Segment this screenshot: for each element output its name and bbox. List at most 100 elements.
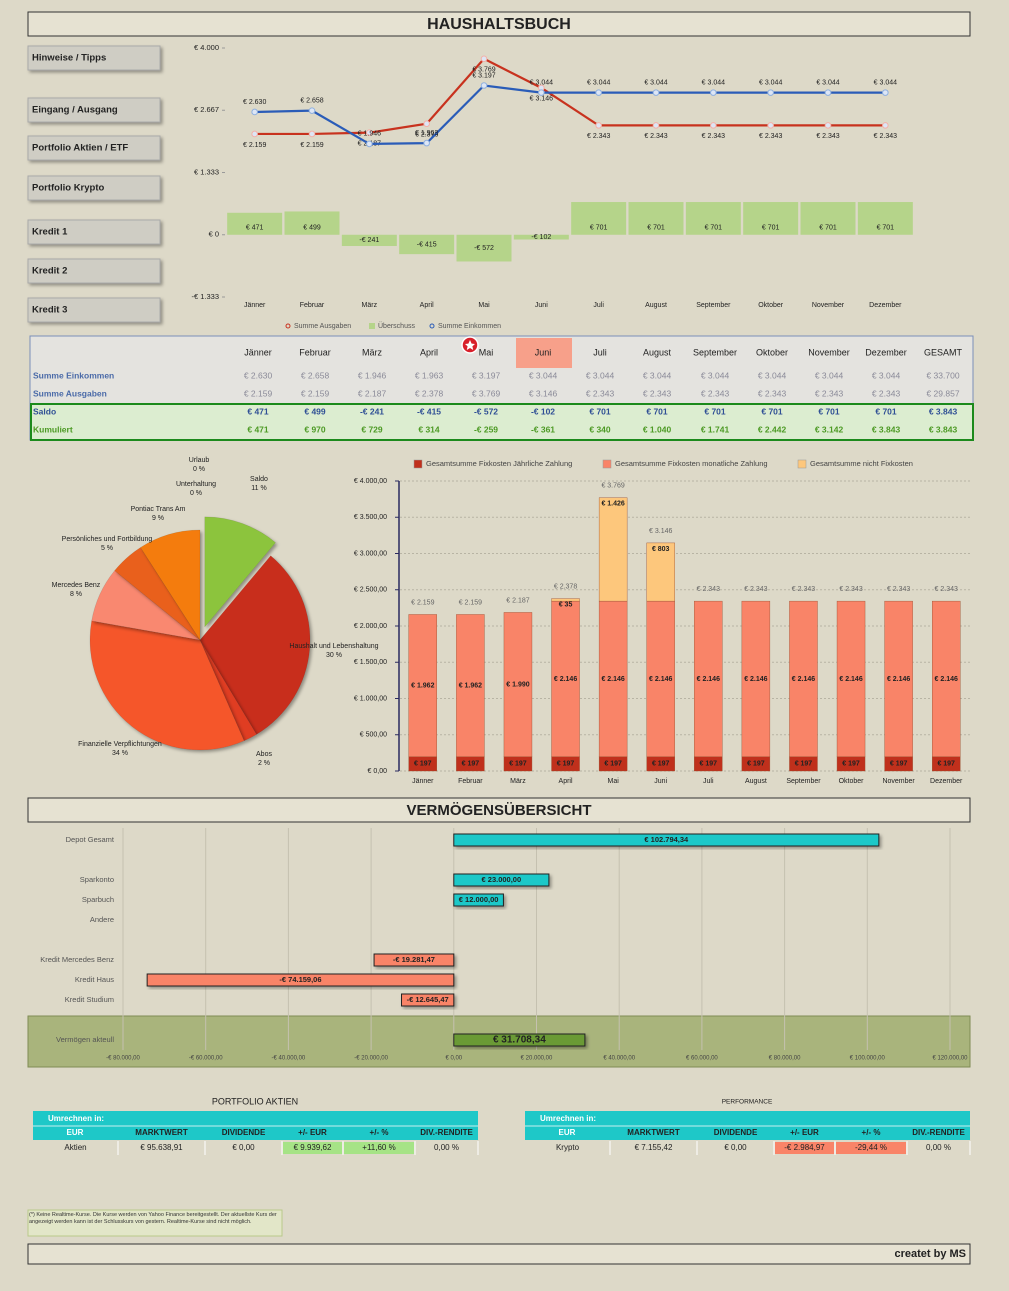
nav-button[interactable] <box>27 258 161 284</box>
row-label: Summe Ausgaben <box>33 388 107 398</box>
total-label: € 3.146 <box>649 528 672 535</box>
bar <box>341 234 397 247</box>
pie-value: 2 % <box>258 760 270 767</box>
table-cell: € 1.963 <box>415 370 444 380</box>
point <box>308 130 316 138</box>
category-label: Sparbuch <box>82 895 114 904</box>
column-header: MARKTWERT <box>135 1128 188 1137</box>
bar-segment <box>741 600 771 757</box>
column-header: Oktober <box>756 347 788 357</box>
column-header: Dezember <box>865 347 907 357</box>
legend-label: Summe Ausgaben <box>294 323 351 330</box>
highlight-cell <box>836 1142 906 1154</box>
bar <box>685 202 741 235</box>
table-cell: € 2.343 <box>815 388 844 398</box>
segment-label: € 197 <box>937 761 955 768</box>
total-label: € 2.343 <box>792 586 815 593</box>
nav-label[interactable]: Kredit 1 <box>32 227 68 238</box>
table-cell: -€ 361 <box>531 424 555 434</box>
pie-value: 30 % <box>326 652 342 659</box>
table-cell: € 3.146 <box>529 388 558 398</box>
column-header: MARKTWERT <box>627 1128 680 1137</box>
nav-label[interactable]: Kredit 2 <box>32 266 67 277</box>
nav-label[interactable]: Hinweise / Tipps <box>32 53 106 64</box>
bar-segment <box>646 542 675 602</box>
nav-button[interactable] <box>27 97 161 123</box>
table-head <box>33 1111 478 1140</box>
legend-label: Gesamtsumme Fixkosten Jährliche Zahlung <box>426 459 572 468</box>
column-header: +/- EUR <box>790 1128 819 1137</box>
bar-label: € 23.000,00 <box>482 875 522 884</box>
table-cell: +11,60 % <box>362 1143 395 1152</box>
legend-label: Überschuss <box>378 322 415 330</box>
bar-segment <box>551 600 580 757</box>
point-label: € 3.044 <box>587 79 610 86</box>
legend-label: Gesamtsumme nicht Fixkosten <box>810 459 913 468</box>
column-header: November <box>808 347 850 357</box>
nav-button[interactable] <box>27 297 161 323</box>
total-label: € 2.187 <box>506 597 529 604</box>
point-label: € 3.044 <box>702 79 725 86</box>
nav-button[interactable] <box>27 45 161 71</box>
nav-label[interactable]: Portfolio Krypto <box>32 183 104 194</box>
point <box>251 108 258 116</box>
bar <box>743 202 799 235</box>
bar-label: € 471 <box>246 225 264 232</box>
total-label: € 2.378 <box>554 583 577 590</box>
column-header: März <box>362 347 382 357</box>
segment-label: € 197 <box>462 761 480 768</box>
column-header: DIVIDENDE <box>714 1128 758 1137</box>
highlight-cell <box>775 1142 834 1154</box>
y-tick-label: € 3.000,00 <box>354 550 387 557</box>
table-cell: € 33.700 <box>926 370 959 380</box>
bar-segment <box>598 497 628 602</box>
bar-segment <box>598 600 628 757</box>
bar <box>284 211 340 235</box>
convert-label: Umrechnen in: <box>48 1114 104 1123</box>
pie-value: 0 % <box>190 490 202 497</box>
table-cell: -29,44 % <box>855 1143 887 1152</box>
nav-label[interactable]: Portfolio Aktien / ETF <box>32 143 128 154</box>
segment-label: € 35 <box>559 601 573 608</box>
point-label: € 1.946 <box>358 131 381 138</box>
portfolio-title: PORTFOLIO AKTIEN <box>212 1096 298 1106</box>
table-cell: 0,00 % <box>434 1143 459 1152</box>
nav-button[interactable] <box>27 219 161 245</box>
table-cell: -€ 259 <box>474 424 498 434</box>
column-header: September <box>693 347 737 357</box>
table-cell: € 3.044 <box>529 370 558 380</box>
pie-value: 34 % <box>112 750 128 757</box>
total-label: € 2.343 <box>697 586 720 593</box>
segment-label: € 1.962 <box>411 682 434 689</box>
point <box>595 122 602 129</box>
x-tick-label: November <box>882 778 915 785</box>
nav-button[interactable] <box>27 175 161 201</box>
table-cell: € 3.843 <box>929 406 958 416</box>
table-cell: € 29.857 <box>926 388 959 398</box>
point <box>308 107 316 114</box>
nav-label[interactable]: Kredit 3 <box>32 305 67 316</box>
bar <box>401 993 455 1007</box>
segment-label: € 197 <box>890 761 908 768</box>
nav-label[interactable]: Eingang / Ausgang <box>32 105 118 116</box>
bar <box>453 1033 586 1047</box>
bar-segment <box>836 600 866 757</box>
table-cell: € 2.442 <box>758 424 787 434</box>
highlight-cell <box>283 1142 342 1154</box>
bar <box>146 973 455 987</box>
nav-button[interactable] <box>27 135 161 161</box>
point <box>824 122 832 129</box>
point-label: € 2.343 <box>644 133 667 140</box>
bar-segment <box>694 600 723 757</box>
pie-label: Urlaub <box>189 457 210 464</box>
x-tick-label: € 60.000,00 <box>686 1056 718 1062</box>
category-label: Kredit Haus <box>75 975 114 984</box>
x-tick-label: August <box>745 778 767 785</box>
category-label: Sparkonto <box>80 875 114 884</box>
x-tick-label: April <box>559 778 573 785</box>
x-tick-label: Jänner <box>244 302 266 309</box>
x-tick-label: März <box>510 778 526 785</box>
section-box <box>27 797 971 823</box>
bar-label: € 701 <box>705 225 723 232</box>
x-tick-label: September <box>696 302 731 309</box>
